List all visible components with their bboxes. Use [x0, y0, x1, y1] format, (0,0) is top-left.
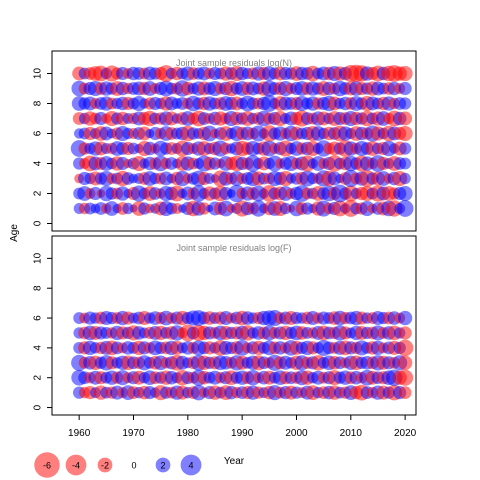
x-tick-label: 2020	[394, 428, 417, 439]
residual-bubble	[398, 326, 412, 340]
y-tick-label: 8	[33, 100, 44, 106]
legend-label: -4	[72, 461, 80, 471]
panel-lognn: Joint sample residuals log(N) 0 2 4 6 8 10	[33, 50, 417, 232]
x-tick-label: 2010	[340, 428, 363, 439]
residual-bubble	[399, 172, 411, 185]
legend-label: 4	[188, 461, 193, 471]
residual-bubble	[396, 200, 414, 217]
panel-frame	[51, 235, 417, 416]
residual-bubble	[397, 369, 414, 386]
residual-bubble	[397, 185, 413, 202]
residual-bubble	[398, 386, 412, 399]
x-tick-label: 2000	[285, 428, 308, 439]
residual-bubble	[398, 111, 413, 126]
residual-bubble	[397, 355, 413, 370]
y-tick-label: 10	[33, 252, 44, 264]
y-tick-label: 6	[33, 315, 44, 321]
axes: 1960 1970 1980 1990 2000 2010 2020	[68, 415, 417, 439]
x-tick-label: 1970	[122, 428, 145, 439]
y-tick-label: 2	[33, 374, 44, 380]
residual-bubble	[397, 125, 413, 142]
legend-label: 0	[131, 461, 136, 471]
residual-bubble	[398, 142, 412, 155]
residual-bubble	[397, 65, 413, 82]
legend-label: 2	[160, 461, 165, 471]
residual-bubble	[197, 202, 211, 215]
y-tick-label: 0	[33, 404, 44, 410]
residual-bubble	[398, 97, 412, 110]
legend-bubble	[97, 457, 113, 473]
residual-bubble	[396, 339, 414, 357]
panel-title: Joint sample residuals log(N)	[176, 58, 292, 68]
residual-bubble	[397, 310, 413, 326]
legend-bubble	[155, 457, 171, 473]
x-tick-label: 1980	[177, 428, 200, 439]
legend-bubble	[65, 454, 87, 476]
y-tick-label: 0	[33, 220, 44, 226]
y-tick-label: 4	[33, 345, 44, 351]
y-tick-label: 6	[33, 130, 44, 136]
legend-bubble	[180, 454, 202, 476]
legend-label: -6	[43, 461, 51, 471]
y-tick-label: 10	[33, 68, 44, 80]
legend-bubble	[34, 452, 60, 478]
y-tick-label: 4	[33, 160, 44, 166]
x-axis-title: Year	[224, 456, 245, 467]
bubble-size-legend: -6 -4 -2 0 2 4	[34, 452, 202, 478]
legend-label: -2	[101, 461, 109, 471]
residual-bubble	[398, 81, 412, 96]
panel-title: Joint sample residuals log(F)	[176, 243, 291, 253]
y-axis-title: Age	[9, 224, 20, 242]
x-tick-label: 1990	[231, 428, 254, 439]
panel-logf: Joint sample residuals log(F) 0 2 4 6 8 10	[33, 235, 417, 416]
residual-bubble	[399, 157, 412, 170]
x-tick-label: 1960	[68, 428, 91, 439]
y-tick-label: 8	[33, 285, 44, 291]
y-tick-label: 2	[33, 190, 44, 196]
